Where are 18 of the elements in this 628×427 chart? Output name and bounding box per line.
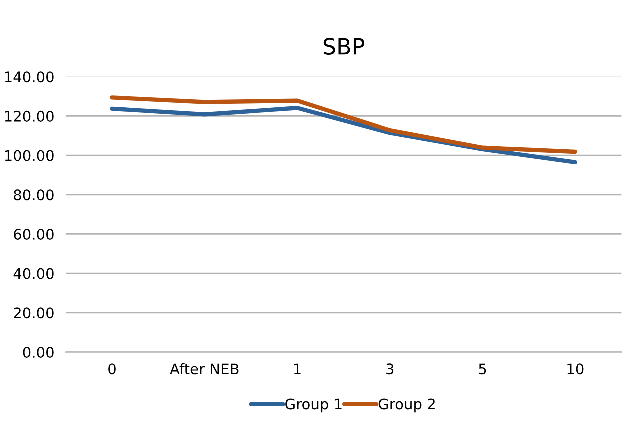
- y-tick-label: 100.00: [5, 150, 54, 162]
- y-tick-label: 120.00: [5, 110, 54, 122]
- x-tick-label: 3: [386, 364, 394, 375]
- legend-label: Group 1: [286, 398, 342, 413]
- legend-label: Group 2: [378, 398, 435, 413]
- x-tick-label: After NEB: [170, 363, 239, 375]
- y-tick-label: 60.00: [14, 228, 54, 240]
- y-tick-label: 0.00: [23, 346, 54, 358]
- y-tick-label: 140.00: [5, 72, 54, 83]
- x-tick-label: 0: [108, 364, 116, 375]
- x-tick-label: 1: [294, 364, 301, 374]
- line-series: [110, 96, 578, 154]
- y-tick-label: 20.00: [14, 308, 54, 319]
- x-tick-label: 10: [568, 364, 584, 375]
- y-tick-label: 80.00: [14, 190, 54, 201]
- x-tick-label: 5: [479, 364, 486, 375]
- chart-title: SBP: [324, 38, 364, 55]
- y-tick-label: 40.00: [14, 268, 54, 280]
